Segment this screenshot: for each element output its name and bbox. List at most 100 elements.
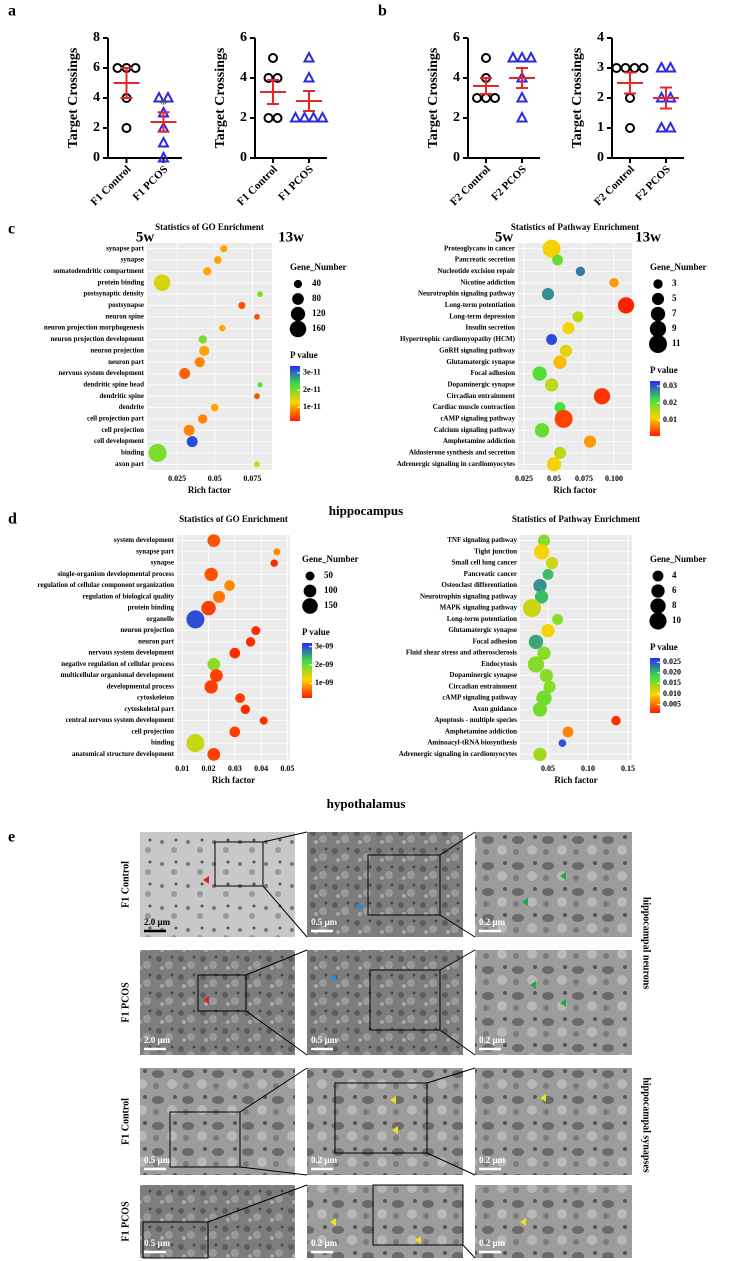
x-tick-label: 0.075	[575, 474, 593, 483]
point	[307, 110, 320, 123]
error-bar	[480, 77, 492, 95]
y-tick-label: 6	[453, 30, 460, 45]
micrograph	[307, 832, 463, 937]
size-legend-swatch	[652, 570, 664, 582]
category-label: Axon guidance	[472, 705, 517, 713]
point	[629, 63, 640, 73]
color-tick-label: 0.025	[663, 657, 681, 666]
point	[481, 53, 491, 63]
row-label: F1 Control	[120, 1098, 131, 1145]
category-label: Dopaminergic synapse	[450, 671, 517, 679]
point	[481, 93, 491, 103]
category-label: neuron projection	[90, 346, 144, 354]
category-label: nervous system development	[88, 649, 174, 657]
category-label: synapse part	[106, 244, 145, 252]
bubble	[257, 291, 263, 297]
point	[302, 50, 316, 63]
bubble	[533, 578, 547, 593]
y-tick-label: 0	[240, 150, 247, 165]
category-label: Aldosterone synthesis and secretion	[409, 449, 515, 457]
y-axis-label: Target Crossings	[570, 47, 585, 148]
x-tick-label: 0.05	[208, 474, 222, 483]
panel-label: a	[8, 3, 16, 20]
bubble	[609, 278, 619, 288]
point	[515, 50, 529, 63]
color-tick-label: 3e-09	[315, 641, 333, 650]
point	[515, 90, 529, 103]
x-tick-label: 0.03	[228, 764, 242, 773]
panel-label: e	[8, 829, 15, 846]
scale-bar-label: 0.5 μm	[144, 1155, 171, 1165]
bubble	[254, 393, 260, 400]
size-legend-swatch	[651, 584, 665, 598]
point	[121, 123, 132, 133]
scale-bar-label: 2.0 μm	[144, 917, 171, 927]
y-tick-label: 1	[597, 120, 604, 135]
bubble	[527, 656, 545, 673]
bubble	[179, 368, 191, 379]
color-legend-title: P value	[650, 365, 678, 375]
size-legend-swatch	[653, 279, 663, 289]
bubble	[183, 424, 195, 436]
x-tick-label: F2 PCOS	[489, 163, 529, 203]
point	[152, 90, 166, 103]
point	[655, 60, 668, 73]
category-label: cAMP signaling pathway	[442, 694, 517, 702]
size-legend-swatch	[293, 279, 303, 289]
category-label: Osteoclast differentiation	[442, 581, 518, 589]
x-tick-label: 0.05	[280, 764, 294, 773]
size-legend-label: 5	[672, 293, 677, 303]
category-label: TNF signaling pathway	[447, 536, 517, 544]
category-label: organelle	[146, 615, 174, 623]
category-label: anatomical structure development	[72, 750, 175, 758]
x-tick-label: 0.10	[581, 764, 595, 773]
category-label: Cardiac muscle contraction	[433, 403, 516, 411]
point	[272, 113, 283, 123]
x-tick-label: F1 Control	[89, 163, 134, 208]
y-tick-label: 2	[597, 90, 604, 105]
bubble	[541, 288, 555, 301]
point	[316, 110, 329, 123]
bubble	[224, 580, 235, 591]
bubble	[235, 693, 245, 704]
x-tick-label: 0.04	[254, 764, 268, 773]
x-tick-label: 0.025	[515, 474, 533, 483]
color-bar	[650, 658, 660, 713]
bubble	[558, 739, 567, 747]
scale-bar-label: 0.5 μm	[144, 1238, 171, 1248]
error-bar	[157, 111, 170, 133]
chart-title: Statistics of GO Enrichment	[179, 514, 288, 524]
y-tick-label: 2	[240, 110, 247, 125]
bubble	[543, 680, 556, 693]
color-tick-label: 0.020	[663, 668, 681, 677]
x-tick-label: F2 Control	[448, 163, 493, 208]
scale-bar-label: 0.2 μm	[311, 1238, 338, 1248]
y-axis-label: Target Crossings	[426, 47, 441, 148]
bubble	[617, 297, 635, 314]
bubble	[273, 548, 281, 556]
plot-background	[177, 535, 290, 760]
size-legend-label: 7	[672, 308, 677, 318]
size-legend-label: 80	[312, 293, 322, 303]
bubble	[553, 355, 567, 369]
category-label: somatodendritic compartment	[53, 267, 144, 275]
bubble	[240, 704, 251, 715]
color-tick-label: 1e-11	[303, 402, 321, 411]
y-tick-label: 2	[453, 110, 460, 125]
x-axis-label: 13w	[635, 229, 661, 245]
x-axis-label: Rich factor	[188, 485, 231, 495]
category-label: Amphetamine addiction	[443, 437, 515, 445]
category-label: neuron projection development	[51, 335, 145, 343]
category-label: Glutamatergic synapse	[448, 626, 517, 634]
category-label: synapse part	[136, 547, 175, 555]
category-label: protein binding	[98, 278, 145, 286]
x-tick-label: 0.100	[605, 474, 623, 483]
point	[655, 120, 668, 133]
micrograph	[307, 950, 463, 1055]
y-tick-label: 2	[93, 120, 100, 135]
bubble	[533, 747, 547, 762]
size-legend-label: 40	[312, 278, 322, 288]
bubble	[207, 534, 221, 547]
category-label: Nicotine addiction	[460, 278, 515, 286]
x-axis-label: 13w	[278, 229, 304, 245]
